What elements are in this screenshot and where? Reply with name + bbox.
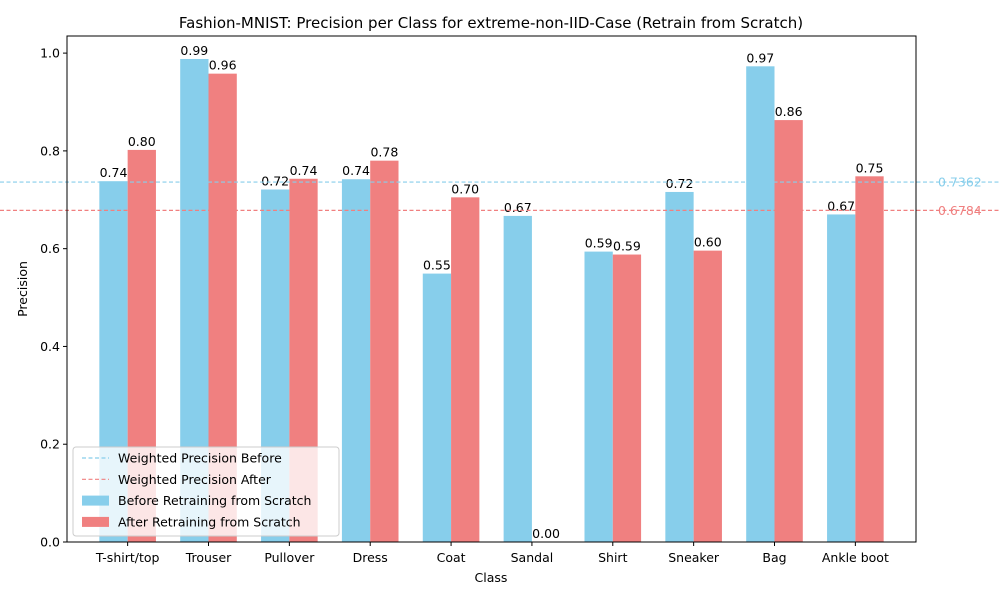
bar-after-9 — [855, 176, 884, 543]
x-axis-label: Class — [475, 570, 508, 585]
bar-value-label: 0.75 — [856, 160, 884, 175]
legend-entry-label: Weighted Precision Before — [118, 451, 282, 466]
bar-before-3 — [341, 179, 371, 542]
x-tick-label: Shirt — [598, 550, 627, 565]
legend-box — [72, 446, 340, 537]
x-tick-label: Dress — [353, 550, 388, 565]
legend-patch-swatch — [82, 516, 109, 527]
bar-after-3 — [370, 160, 399, 542]
bar-value-label: 0.60 — [694, 235, 722, 250]
bar-after-7 — [693, 250, 722, 542]
x-tick-label: Sneaker — [668, 550, 720, 565]
x-tick-label: Sandal — [511, 550, 554, 565]
legend-patch-swatch — [82, 495, 109, 506]
bar-value-label: 0.74 — [342, 163, 370, 178]
y-tick-label: 1.0 — [40, 46, 60, 61]
bar-after-6 — [612, 254, 642, 543]
bar-value-label: 0.59 — [585, 236, 613, 251]
y-axis-label: Precision — [15, 261, 30, 317]
bar-value-label: 0.00 — [532, 526, 560, 541]
bar-value-label: 0.80 — [128, 134, 156, 149]
bar-value-label: 0.59 — [613, 239, 641, 254]
axes-frame — [66, 35, 917, 543]
legend-entry-label: Weighted Precision After — [118, 472, 272, 487]
bar-before-7 — [665, 191, 694, 542]
bar-before-8 — [746, 66, 775, 543]
bar-value-label: 0.74 — [290, 163, 318, 178]
x-tick-label: Ankle boot — [822, 550, 889, 565]
y-tick-label: 0.0 — [40, 535, 60, 550]
x-tick-label: Pullover — [264, 550, 315, 565]
chart-title: Fashion-MNIST: Precision per Class for e… — [179, 14, 803, 32]
bar-before-5 — [503, 215, 532, 542]
bar-value-label: 0.67 — [827, 198, 855, 213]
y-tick-label: 0.8 — [40, 143, 60, 158]
bar-before-6 — [584, 251, 613, 542]
x-tick-label: Bag — [762, 550, 786, 565]
bar-value-label: 0.55 — [423, 258, 451, 273]
bar-value-label: 0.99 — [180, 43, 208, 58]
bar-value-label: 0.97 — [746, 50, 774, 65]
bar-before-4 — [422, 273, 452, 542]
y-tick-label: 0.2 — [40, 437, 60, 452]
bar-value-label: 0.72 — [261, 174, 289, 189]
legend-entry-label: Before Retraining from Scratch — [118, 493, 311, 508]
bar-after-8 — [774, 120, 803, 542]
x-tick-label: Coat — [437, 550, 466, 565]
x-tick-label: Trouser — [185, 550, 232, 565]
bar-value-label: 0.96 — [209, 58, 237, 73]
bar-value-label: 0.70 — [451, 181, 479, 196]
bar-after-4 — [451, 197, 480, 543]
legend: Weighted Precision Before Weighted Precis… — [72, 446, 340, 537]
y-tick-label: 0.6 — [40, 241, 60, 256]
bar-value-label: 0.67 — [504, 200, 532, 215]
reference-line-label: 0.6784 — [938, 203, 982, 218]
y-tick-label: 0.4 — [40, 339, 60, 354]
legend-entry-label: After Retraining from Scratch — [118, 514, 301, 529]
bar-value-label: 0.78 — [370, 145, 398, 160]
bar-value-label: 0.72 — [666, 176, 694, 191]
bar-value-label: 0.74 — [100, 165, 128, 180]
bar-before-9 — [827, 214, 856, 542]
bar-value-label: 0.86 — [775, 104, 803, 119]
x-tick-label: T-shirt/top — [95, 550, 160, 565]
reference-line-label: 0.7362 — [938, 175, 982, 190]
